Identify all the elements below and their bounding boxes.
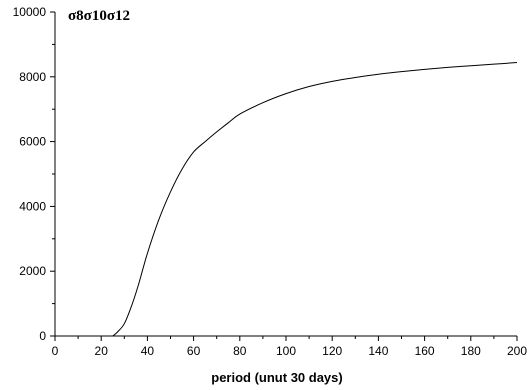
y-tick-label: 10000 xyxy=(13,5,47,19)
y-tick-label: 2000 xyxy=(19,264,46,278)
x-tick-label: 20 xyxy=(95,344,109,358)
x-axis-title: period (unut 30 days) xyxy=(211,370,342,385)
x-tick-label: 100 xyxy=(276,344,296,358)
x-tick-label: 60 xyxy=(187,344,201,358)
x-ticks: 0 20 40 60 80 100 120 140 160 180 200 xyxy=(52,336,527,358)
y-ticks: 0 2000 4000 6000 8000 10000 xyxy=(13,5,55,343)
x-tick-label: 180 xyxy=(461,344,481,358)
x-tick-label: 140 xyxy=(368,344,388,358)
x-tick-label: 120 xyxy=(322,344,342,358)
x-tick-label: 80 xyxy=(233,344,247,358)
series xyxy=(112,62,518,337)
y-tick-label: 0 xyxy=(39,329,46,343)
x-tick-label: 0 xyxy=(52,344,59,358)
y-tick-label: 8000 xyxy=(19,70,46,84)
x-tick-label: 40 xyxy=(141,344,155,358)
x-tick-label: 200 xyxy=(507,344,527,358)
x-tick-label: 160 xyxy=(415,344,435,358)
y-tick-label: 6000 xyxy=(19,135,46,149)
y-tick-label: 4000 xyxy=(19,199,46,213)
series-line xyxy=(112,62,518,337)
chart-title: σ8σ10σ12 xyxy=(68,8,130,24)
